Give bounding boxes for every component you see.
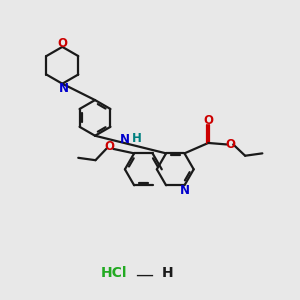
Text: O: O [225, 138, 235, 151]
Text: H: H [132, 131, 142, 145]
Text: N: N [59, 82, 69, 95]
Text: N: N [179, 184, 190, 197]
Text: —: — [135, 265, 153, 283]
Text: O: O [203, 114, 213, 127]
Text: N: N [120, 133, 130, 146]
Text: O: O [104, 140, 114, 153]
Text: H: H [162, 266, 174, 280]
Text: HCl: HCl [101, 266, 128, 280]
Text: O: O [57, 37, 67, 50]
